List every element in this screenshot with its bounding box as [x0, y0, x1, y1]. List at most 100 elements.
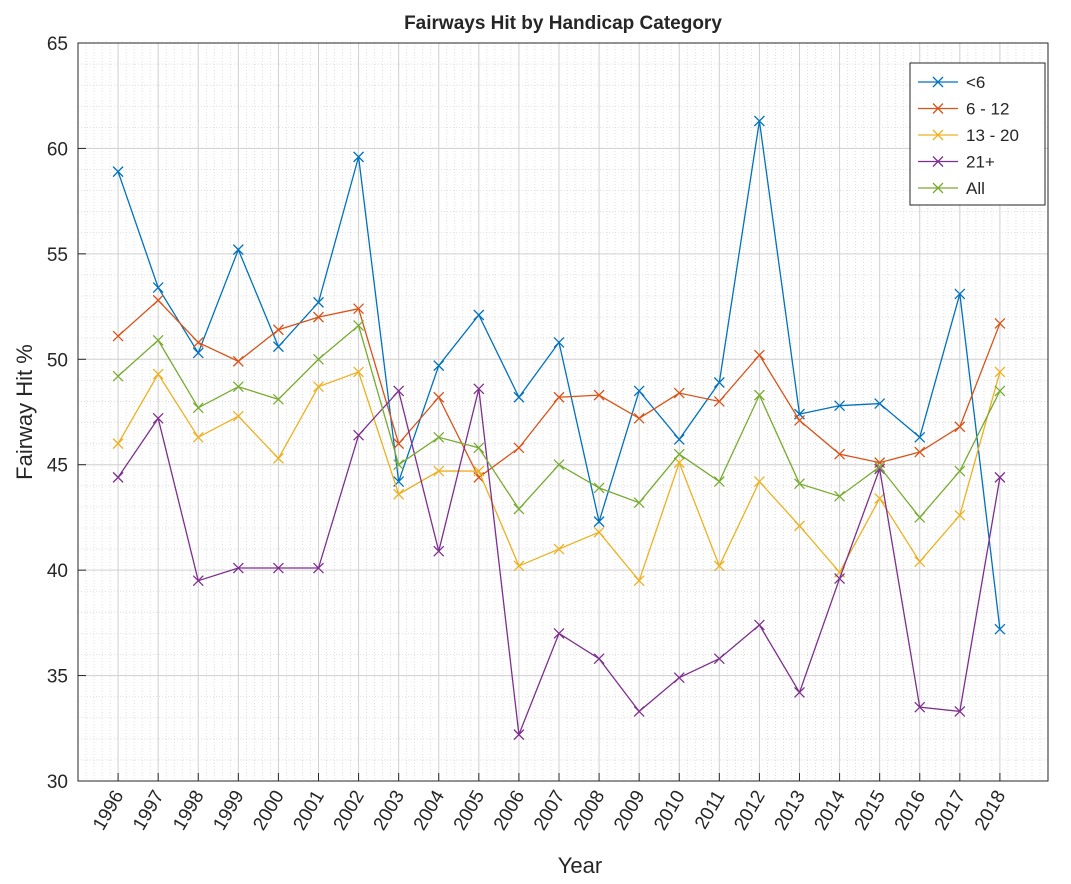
plot-area [78, 43, 1048, 781]
marker [673, 457, 685, 469]
marker [753, 115, 765, 127]
marker [954, 705, 966, 717]
marker [874, 463, 886, 475]
y-axis-label: Fairway Hit % [12, 344, 37, 480]
marker [633, 497, 645, 509]
marker [874, 492, 886, 504]
y-tick-label: 30 [47, 772, 68, 793]
y-tick-label: 55 [47, 245, 68, 266]
y-tick-label: 40 [47, 561, 68, 582]
marker [794, 520, 805, 532]
x-tick-label: 2009 [610, 787, 649, 834]
marker [914, 446, 926, 458]
marker [473, 465, 485, 477]
marker [673, 448, 685, 460]
legend-label: All [966, 179, 985, 198]
marker [112, 370, 124, 382]
x-tick-label: 2017 [931, 787, 970, 834]
legend-box [909, 62, 1046, 206]
marker [473, 383, 485, 395]
marker [914, 431, 926, 443]
marker [713, 560, 725, 572]
marker [914, 556, 926, 568]
marker [152, 412, 164, 424]
marker [232, 562, 244, 574]
x-tick-label: 2013 [770, 787, 809, 834]
x-tick-label: 2011 [691, 787, 730, 833]
marker [393, 459, 405, 471]
x-tick-label: 2016 [891, 787, 930, 834]
x-tick-label: 1997 [129, 787, 168, 834]
marker [473, 309, 485, 321]
marker [553, 391, 565, 403]
x-tick-label: 1998 [169, 787, 208, 834]
marker [553, 336, 565, 348]
marker [954, 288, 966, 300]
marker [232, 410, 244, 422]
marker [232, 381, 244, 393]
x-tick-label: 2000 [249, 787, 288, 834]
marker [794, 478, 805, 490]
marker [994, 471, 1006, 483]
x-tick-label: 2001 [289, 787, 328, 834]
legend-marker [932, 129, 944, 141]
marker [112, 166, 124, 178]
marker [994, 385, 1006, 397]
y-tick-label: 60 [47, 139, 68, 160]
y-tick-label: 50 [47, 350, 68, 371]
x-tick-label: 2008 [570, 787, 609, 834]
marker [713, 476, 725, 488]
marker [272, 452, 284, 464]
marker [272, 324, 284, 336]
marker [313, 296, 324, 308]
marker [994, 366, 1006, 378]
marker [914, 701, 926, 713]
marker [112, 471, 124, 483]
y-tick-label: 35 [47, 667, 68, 688]
marker [393, 385, 405, 397]
x-tick-label: 2006 [490, 787, 529, 834]
legend-marker [932, 76, 944, 88]
marker [794, 686, 805, 698]
marker [192, 336, 204, 348]
x-tick-label: 2004 [410, 787, 450, 834]
x-tick-label: 2012 [730, 787, 769, 834]
marker [753, 476, 765, 488]
marker [553, 543, 565, 555]
marker [433, 431, 445, 443]
marker [713, 395, 725, 407]
marker [713, 377, 725, 388]
marker [794, 414, 805, 426]
legend-marker [932, 182, 944, 194]
marker [433, 545, 445, 557]
marker [513, 560, 525, 572]
marker [192, 347, 204, 359]
marker [232, 355, 244, 367]
chart-title: Fairways Hit by Handicap Category [404, 13, 722, 34]
marker [753, 619, 765, 631]
legend-marker [932, 103, 944, 114]
y-tick-label: 65 [47, 34, 68, 55]
marker [272, 341, 284, 353]
legend-marker [932, 156, 944, 167]
marker [874, 461, 886, 473]
marker [914, 511, 926, 523]
axes-box [77, 42, 1049, 782]
x-tick-label: 1999 [209, 787, 248, 834]
marker [112, 330, 124, 342]
marker [954, 421, 966, 433]
marker [433, 360, 445, 372]
marker [313, 311, 324, 323]
marker [753, 349, 765, 361]
marker [633, 575, 645, 587]
marker [313, 353, 324, 365]
marker [272, 562, 284, 574]
marker [433, 391, 445, 403]
legend-label: 13 - 20 [966, 126, 1019, 145]
marker [112, 438, 124, 450]
marker [633, 385, 645, 397]
y-tick-label: 45 [47, 456, 68, 477]
marker [673, 672, 685, 684]
